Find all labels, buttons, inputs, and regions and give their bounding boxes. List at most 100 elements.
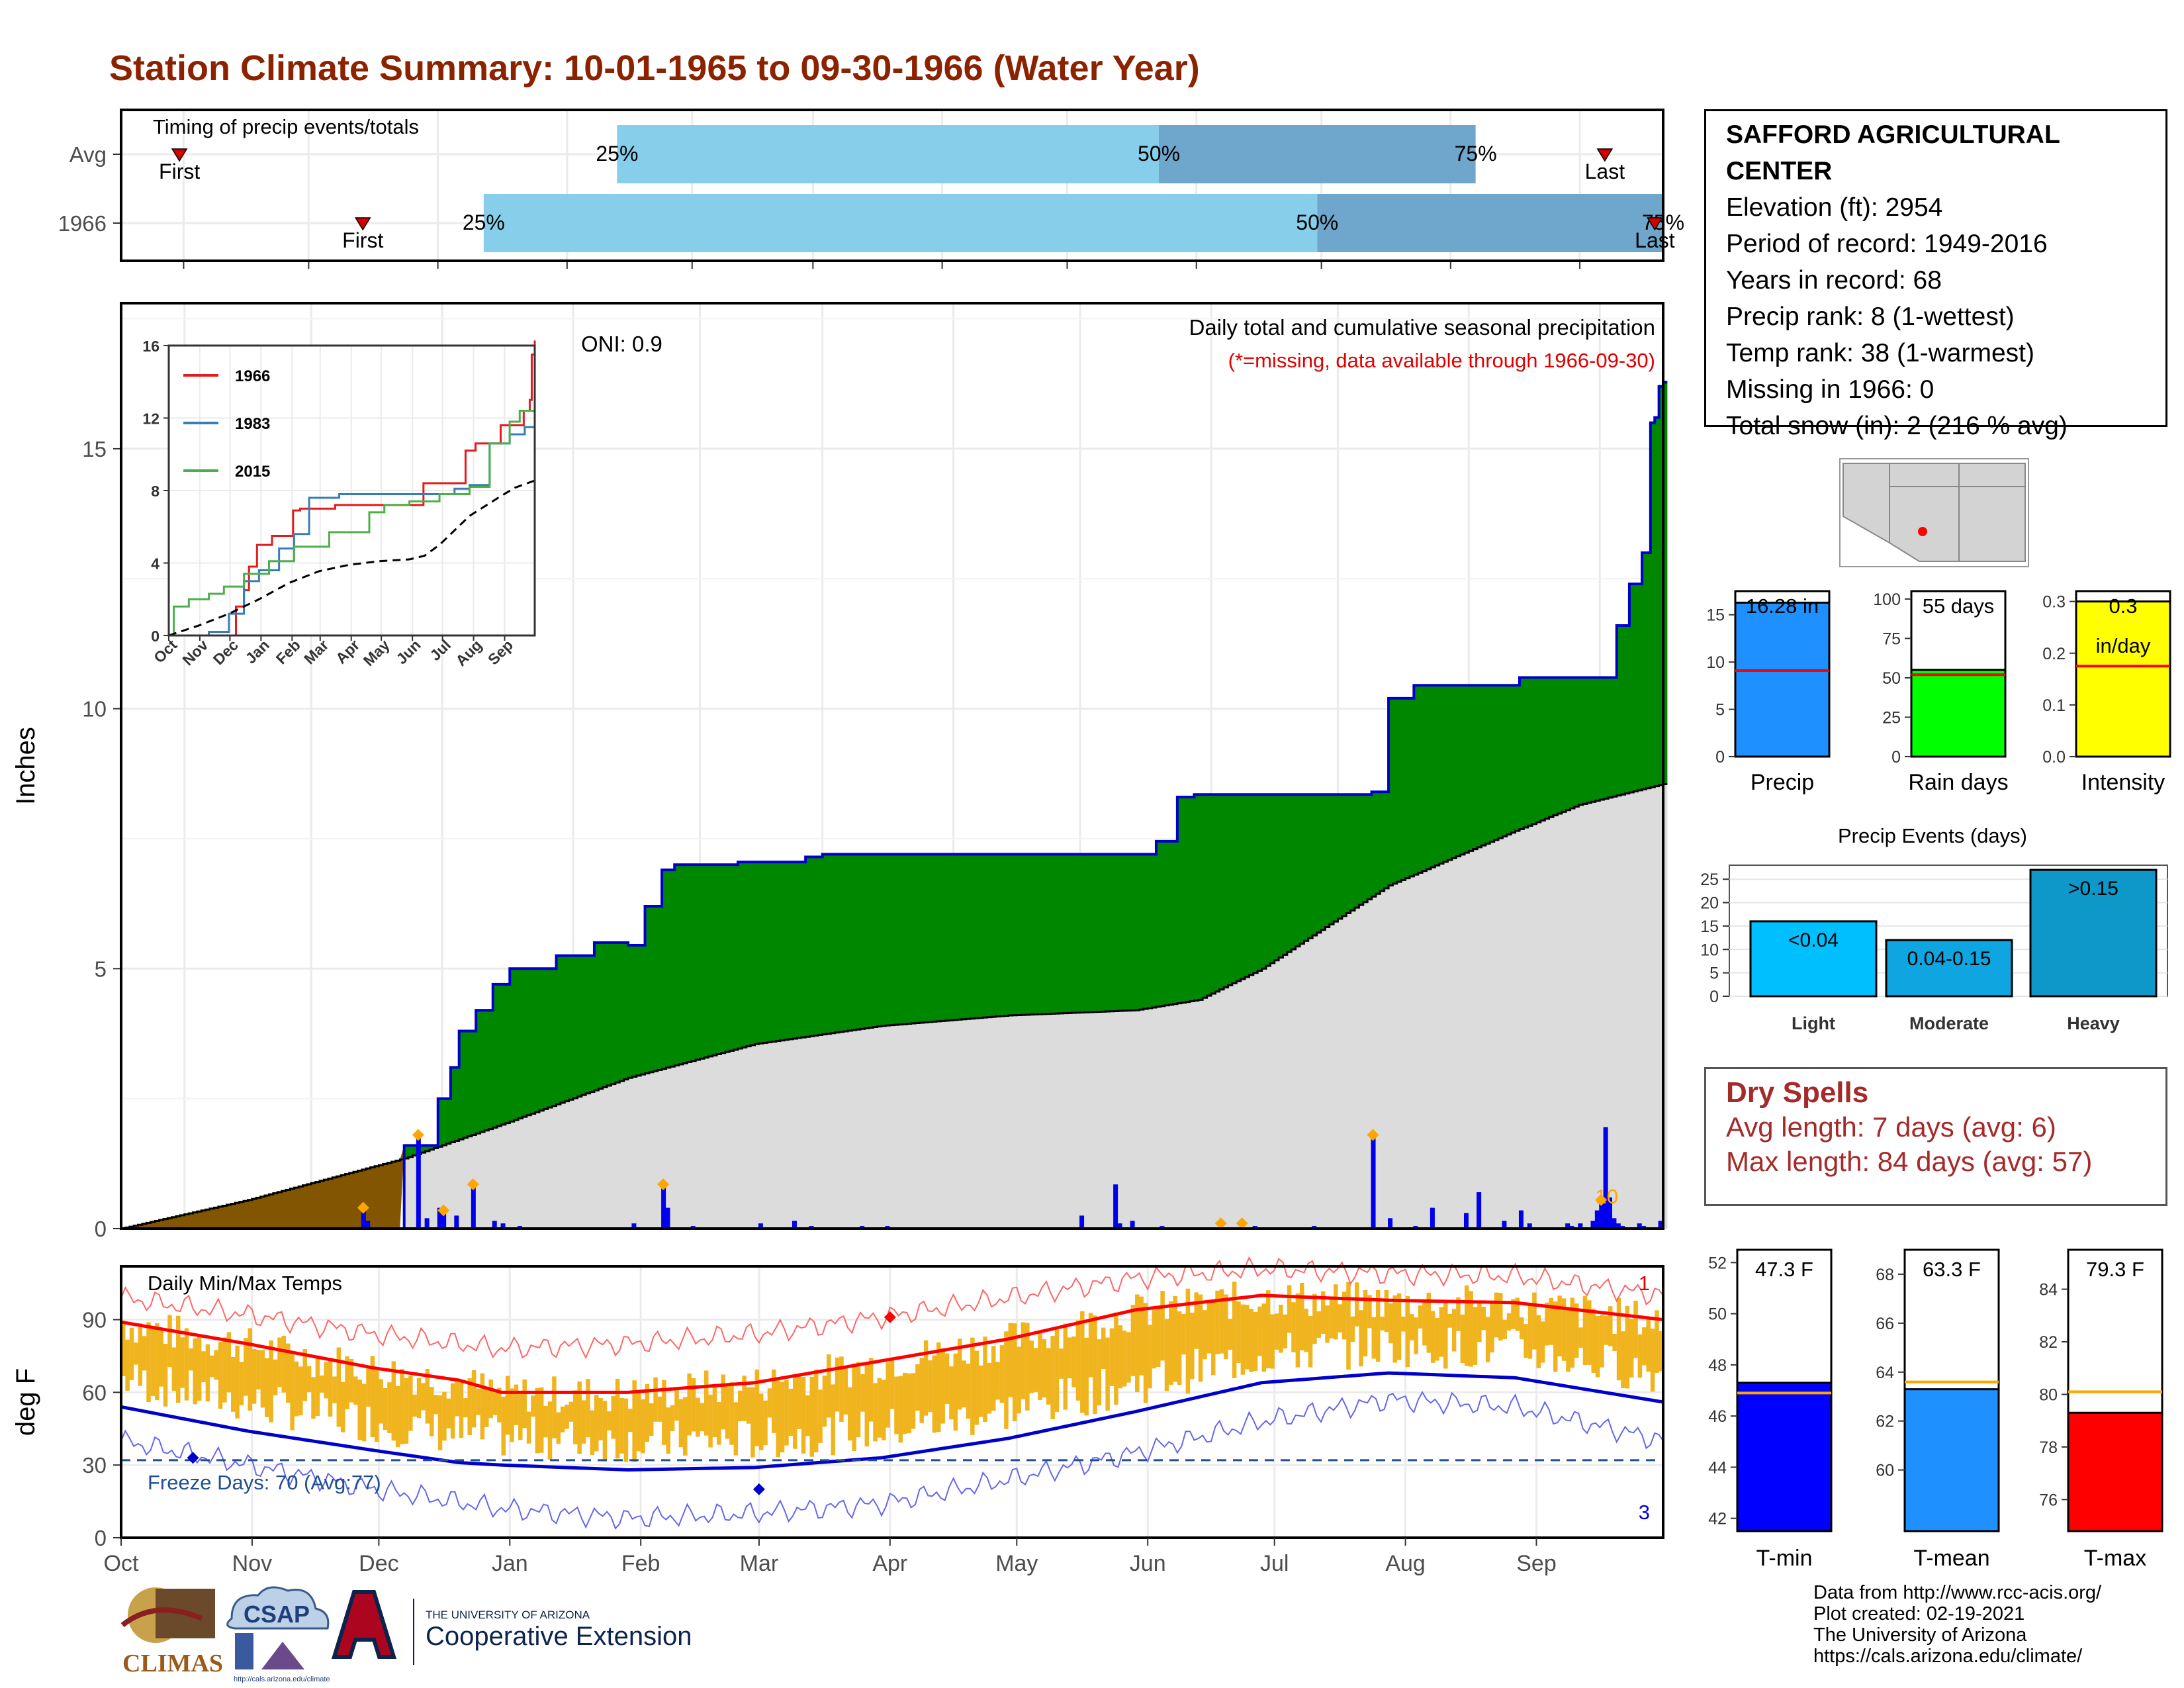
daily-temp-bar: [615, 1378, 620, 1459]
daily-temp-bar: [1118, 1325, 1123, 1389]
daily-temp-bar: [1084, 1337, 1089, 1416]
precip-avg-line: [121, 782, 1668, 1230]
daily-temp-bar: [1295, 1293, 1300, 1368]
daily-temp-bar: [535, 1387, 540, 1454]
timing-pct-label: 50%: [1138, 142, 1180, 165]
daily-temp-bar: [1050, 1336, 1055, 1420]
daily-precip-bar: [1578, 1223, 1583, 1229]
daily-temp-bar: [704, 1370, 709, 1436]
daily-temp-bar: [315, 1355, 320, 1416]
daily-temp-bar: [1612, 1333, 1617, 1352]
daily-temp-bar: [488, 1379, 493, 1419]
daily-temp-bar: [725, 1385, 730, 1439]
daily-temp-bar: [366, 1367, 371, 1407]
daily-precip-bar: [1371, 1137, 1376, 1229]
daily-temp-bar: [1532, 1292, 1537, 1350]
daily-precip-bar: [1612, 1218, 1617, 1229]
daily-temp-bar: [586, 1379, 590, 1438]
daily-temp-bar: [801, 1377, 806, 1454]
daily-temp-bar: [1464, 1285, 1469, 1366]
daily-temp-bar: [797, 1374, 801, 1429]
daily-temp-bar: [1494, 1292, 1499, 1338]
daily-temp-bar: [700, 1403, 705, 1432]
temp-summary-ytick-label: 68: [1876, 1266, 1894, 1284]
daily-temp-bar: [805, 1395, 810, 1436]
daily-temp-bar: [239, 1362, 244, 1405]
timing-pct-label: 75%: [1455, 142, 1497, 165]
daily-temp-bar: [1283, 1314, 1287, 1349]
daily-temp-bar: [1506, 1313, 1512, 1331]
daily-temp-bar: [1375, 1289, 1381, 1362]
summary-category-label: Precip: [1751, 770, 1814, 795]
daily-temp-bar: [776, 1379, 780, 1458]
summary-ytick-label: 0.3: [2042, 593, 2066, 612]
daily-temp-bar: [265, 1358, 269, 1417]
daily-temp-bar: [641, 1399, 645, 1454]
daily-precip-bar: [1599, 1202, 1604, 1229]
daily-temp-bar: [1114, 1312, 1118, 1405]
daily-temp-bar: [552, 1376, 557, 1438]
daily-temp-bar: [387, 1382, 392, 1433]
daily-temp-bar: [547, 1401, 553, 1460]
station-period: Period of record: 1949-2016: [1726, 230, 2048, 258]
daily-temp-bar: [835, 1357, 840, 1412]
oni-label: ONI: 0.9: [581, 332, 662, 356]
ua-logo-line1: THE UNIVERSITY OF ARIZONA: [426, 1609, 590, 1621]
location-map: [1839, 458, 2029, 567]
daily-temp-bar: [1063, 1323, 1068, 1410]
daily-temp-bar: [121, 1324, 126, 1376]
daily-precip-bar: [1477, 1192, 1482, 1229]
daily-temp-bar: [510, 1388, 514, 1442]
timing-bar-50-75: [1317, 194, 1663, 252]
daily-precip-bar: [1615, 1223, 1621, 1229]
station-missing: Missing in 1966: 0: [1726, 375, 1934, 404]
daily-temp-bar: [1481, 1306, 1486, 1331]
daily-temp-bar: [1519, 1317, 1524, 1340]
daily-temp-bar: [751, 1387, 755, 1458]
inset-series-2015: [169, 396, 536, 637]
daily-temp-bar: [205, 1344, 210, 1402]
daily-temp-bar: [957, 1338, 962, 1410]
daily-temp-bar: [1320, 1291, 1326, 1334]
month-tick-label: Jun: [1130, 1551, 1166, 1576]
daily-temp-bar: [645, 1383, 650, 1442]
daily-temp-bar: [497, 1387, 502, 1423]
daily-precip-bar: [1117, 1223, 1122, 1229]
daily-temp-bar: [138, 1323, 143, 1386]
daily-temp-bar: [1198, 1294, 1203, 1382]
logo-strip: CLIMAS CSAP http://cals.arizona.edu/clim…: [120, 1586, 692, 1683]
daily-temp-bar: [767, 1388, 772, 1418]
dry-spells-avg: Avg length: 7 days (avg: 6): [1726, 1111, 2056, 1143]
daily-temp-bar: [856, 1362, 861, 1438]
daily-temp-bar: [1177, 1311, 1182, 1385]
daily-temp-bar: [758, 1393, 764, 1450]
daily-temp-bar: [450, 1383, 455, 1439]
daily-temp-bar: [311, 1377, 316, 1419]
daily-temp-bar: [1587, 1300, 1592, 1365]
month-tick-label: Jul: [1260, 1551, 1289, 1576]
daily-temp-bar: [1054, 1329, 1060, 1412]
daily-temp-bar: [919, 1358, 924, 1423]
daily-precip-bar: [1388, 1218, 1393, 1229]
timing-first-marker: [354, 217, 371, 231]
daily-temp-bar: [1591, 1308, 1596, 1373]
heavy-precip-marker: [437, 1204, 450, 1217]
daily-temp-bar: [1367, 1295, 1372, 1329]
month-tick-label: Dec: [359, 1551, 398, 1576]
daily-temp-bar: [717, 1402, 721, 1445]
daily-temp-bar: [400, 1368, 404, 1444]
daily-temp-bar: [210, 1355, 214, 1378]
record-temp-marker: [187, 1452, 199, 1464]
daily-temp-bar: [480, 1373, 485, 1440]
dry-spells-max: Max length: 84 days (avg: 57): [1726, 1146, 2093, 1177]
temp-summary-category: T-mean: [1913, 1546, 1989, 1571]
daily-temp-bar: [940, 1348, 945, 1424]
station-temp-rank: Temp rank: 38 (1-warmest): [1726, 339, 2034, 367]
avg-max-line: [120, 1293, 1664, 1394]
climas-logo-text: CLIMAS: [122, 1650, 223, 1677]
summary-bar: [2075, 600, 2171, 758]
heavy-precip-marker: [467, 1178, 479, 1191]
climas-logo: CLIMAS: [120, 1587, 223, 1677]
